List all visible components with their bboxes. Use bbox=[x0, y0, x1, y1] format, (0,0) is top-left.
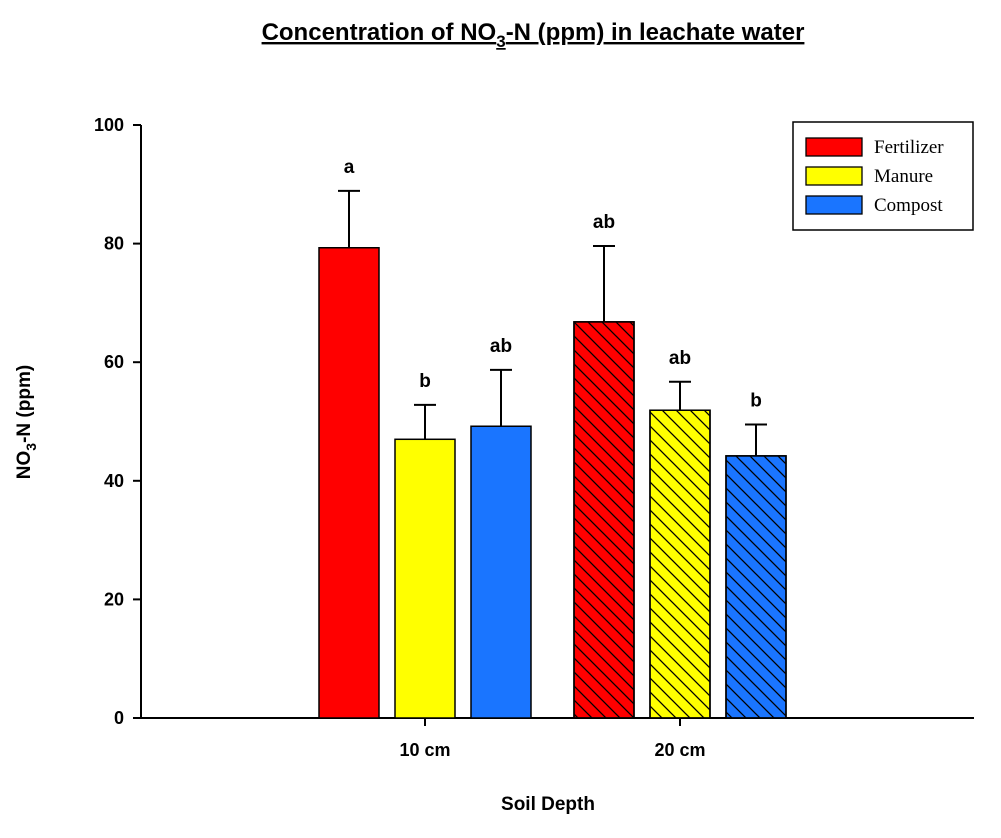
legend-label-manure: Manure bbox=[874, 166, 933, 187]
x-tick-label: 10 cm bbox=[399, 740, 450, 760]
bar-hatch-overlay bbox=[649, 409, 711, 719]
bar-hatch-overlay bbox=[725, 455, 787, 719]
y-tick-label: 0 bbox=[114, 708, 124, 728]
legend-swatch-fertilizer bbox=[805, 137, 863, 157]
y-axis-label-main: NO bbox=[14, 451, 35, 480]
y-tick-label: 100 bbox=[94, 115, 124, 135]
svg-text:Concentration of NO3-N (ppm) i: Concentration of NO3-N (ppm) in leachate… bbox=[262, 19, 805, 51]
significance-letter: ab bbox=[490, 336, 512, 357]
chart-title-subscript: 3 bbox=[496, 32, 505, 51]
y-axis-label: NO3-N (ppm) bbox=[14, 365, 39, 479]
y-tick-label: 20 bbox=[104, 589, 124, 609]
x-axis-ticks: 10 cm 20 cm bbox=[399, 718, 706, 760]
y-axis-label-rest: -N (ppm) bbox=[14, 365, 35, 443]
bars bbox=[318, 247, 787, 719]
significance-letter: a bbox=[344, 157, 355, 178]
y-tick-label: 40 bbox=[104, 471, 124, 491]
bar-fertilizer-10cm bbox=[318, 247, 380, 719]
x-axis-label: Soil Depth bbox=[501, 794, 595, 815]
significance-letter: ab bbox=[593, 212, 615, 233]
bar-compost-10cm bbox=[470, 425, 532, 719]
x-tick-label: 20 cm bbox=[654, 740, 705, 760]
bar-hatch-overlay bbox=[573, 321, 635, 719]
significance-letter: b bbox=[750, 390, 762, 411]
bar-manure-10cm bbox=[394, 438, 456, 719]
legend-label-compost: Compost bbox=[874, 195, 943, 216]
significance-letter: b bbox=[419, 371, 431, 392]
y-tick-label: 60 bbox=[104, 352, 124, 372]
legend-label-fertilizer: Fertilizer bbox=[874, 137, 944, 158]
significance-letter: ab bbox=[669, 348, 691, 369]
chart-title-main: Concentration of NO bbox=[262, 19, 497, 46]
legend: Fertilizer Manure Compost bbox=[792, 121, 974, 231]
chart-title-rest: -N (ppm) in leachate water bbox=[506, 19, 805, 46]
error-bars bbox=[338, 189, 767, 456]
y-axis-ticks: 0 20 40 60 80 100 bbox=[94, 115, 141, 728]
legend-swatch-compost bbox=[805, 195, 863, 215]
legend-swatch-manure bbox=[805, 166, 863, 186]
legend-items: Fertilizer Manure Compost bbox=[805, 137, 944, 216]
y-tick-label: 80 bbox=[104, 234, 124, 254]
y-axis-label-subscript: 3 bbox=[23, 443, 39, 451]
chart-title: Concentration of NO3-N (ppm) in leachate… bbox=[262, 19, 805, 51]
